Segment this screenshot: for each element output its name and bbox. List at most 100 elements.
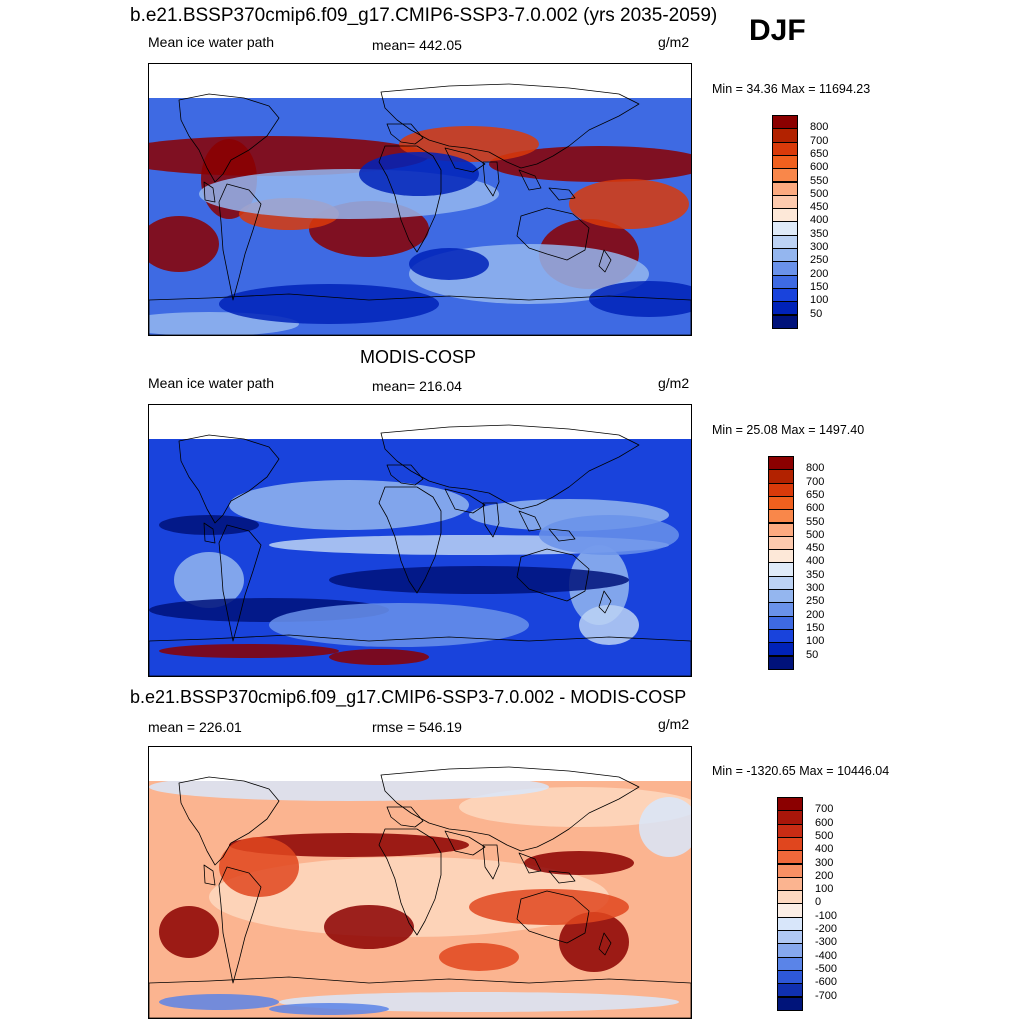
colorbar-swatch	[768, 602, 794, 617]
panel3-minmax-label: Min = -1320.65 Max = 10446.04	[712, 764, 890, 778]
colorbar-swatch	[768, 456, 794, 471]
colorbar-swatch	[768, 469, 794, 484]
colorbar-swatch	[772, 154, 798, 170]
colorbar-swatch	[768, 509, 794, 524]
colorbar-tick-label: 300	[815, 856, 834, 869]
colorbar-tick-label: 400	[815, 843, 834, 856]
colorbar-tick-label: 200	[810, 267, 829, 280]
colorbar-swatch	[768, 615, 794, 630]
colorbar-swatch	[777, 863, 803, 878]
colorbar-tick-label: 500	[806, 528, 825, 541]
colorbar-tick-label: 600	[815, 816, 834, 829]
colorbar-tick-label: -600	[815, 976, 838, 989]
colorbar-swatch	[772, 287, 798, 303]
colorbar-tick-label: -100	[815, 909, 838, 922]
colorbar-tick-label: 350	[810, 227, 829, 240]
colorbar-swatch	[772, 248, 798, 263]
panel2-minmax-label: Min = 25.08 Max = 1497.40	[712, 423, 865, 437]
colorbar-swatch	[777, 930, 803, 945]
colorbar-tick-label: -500	[815, 962, 838, 975]
colorbar-swatch	[772, 274, 798, 289]
colorbar-tick-label: 250	[810, 254, 829, 267]
colorbar-tick-label: 400	[806, 555, 825, 568]
colorbar-tick-label: 500	[815, 829, 834, 842]
panel2-mean-label: mean= 216.04	[372, 378, 462, 394]
colorbar-tick-label: 150	[806, 621, 825, 634]
panel3-rmse-label: rmse = 546.19	[372, 719, 462, 735]
colorbar-tick-label: 550	[806, 515, 825, 528]
colorbar-swatch	[777, 956, 803, 971]
colorbar-swatch	[768, 522, 794, 537]
panel1-units-label: g/m2	[658, 34, 690, 50]
colorbar-tick-label: 400	[810, 214, 829, 227]
colorbar-swatch	[772, 314, 798, 329]
colorbar-swatch	[768, 535, 794, 551]
colorbar-swatch	[768, 575, 794, 590]
colorbar-swatch	[768, 549, 794, 564]
colorbar-swatch	[777, 823, 803, 838]
colorbar-swatch	[777, 797, 803, 812]
colorbar-swatch	[777, 903, 803, 918]
colorbar-tick-label: 300	[810, 241, 829, 253]
colorbar-tick-label: 0	[815, 896, 822, 909]
colorbar-tick-label: 800	[806, 462, 825, 475]
panel1-minmax-label: Min = 34.36 Max = 11694.23	[712, 82, 871, 96]
colorbar-swatch	[777, 943, 803, 958]
colorbar-tick-label: 600	[806, 502, 825, 515]
panel3-title: b.e21.BSSP370cmip6.f09_g17.CMIP6-SSP3-7.…	[130, 687, 687, 707]
colorbar-swatch	[768, 628, 794, 644]
colorbar-tick-label: 100	[810, 294, 829, 307]
colorbar-swatch	[768, 642, 794, 657]
colorbar-swatch	[777, 876, 803, 892]
colorbar-swatch	[768, 655, 794, 670]
colorbar-tick-label: 600	[810, 161, 829, 174]
panel2-title: MODIS-COSP	[360, 347, 477, 367]
colorbar-tick-label: 700	[815, 803, 834, 816]
colorbar-swatch	[768, 562, 794, 577]
colorbar-tick-label: 100	[815, 883, 834, 896]
colorbar-tick-label: 150	[810, 280, 829, 293]
panel3-mean-label: mean = 226.01	[148, 719, 242, 735]
colorbar-tick-label: 300	[806, 582, 825, 594]
colorbar-swatch	[777, 983, 803, 998]
colorbar-tick-label: 50	[810, 307, 823, 320]
colorbar-swatch	[777, 810, 803, 825]
panel1-map	[148, 63, 692, 336]
colorbar-swatch	[772, 194, 798, 210]
colorbar-swatch	[772, 128, 798, 143]
colorbar-swatch	[772, 234, 798, 249]
colorbar-tick-label: -200	[815, 923, 838, 935]
colorbar-tick-label: 100	[806, 635, 825, 648]
season-label: DJF	[749, 14, 806, 47]
colorbar-tick-label: 800	[810, 121, 829, 134]
colorbar-tick-label: 350	[806, 568, 825, 581]
colorbar-swatch	[772, 115, 798, 130]
colorbar-swatch	[772, 181, 798, 196]
colorbar-swatch	[772, 261, 798, 276]
colorbar-swatch	[768, 495, 794, 511]
colorbar-tick-label: 250	[806, 595, 825, 608]
colorbar-swatch	[777, 969, 803, 985]
colorbar-swatch	[777, 996, 803, 1011]
panel3-units-label: g/m2	[658, 716, 690, 732]
colorbar-swatch	[768, 482, 794, 497]
colorbar-swatch	[768, 589, 794, 604]
colorbar-tick-label: 200	[815, 869, 834, 882]
colorbar-swatch	[772, 208, 798, 223]
colorbar-swatch	[772, 168, 798, 183]
colorbar-tick-label: 550	[810, 174, 829, 187]
panel3-map	[148, 746, 692, 1019]
colorbar-swatch	[777, 916, 803, 931]
panel1-mean-label: mean= 442.05	[372, 37, 462, 53]
figure-title: b.e21.BSSP370cmip6.f09_g17.CMIP6-SSP3-7.…	[130, 5, 718, 26]
colorbar-tick-label: 450	[810, 201, 829, 214]
colorbar-tick-label: 450	[806, 542, 825, 555]
colorbar-swatch	[777, 850, 803, 865]
colorbar-tick-label: 650	[810, 147, 829, 160]
colorbar-tick-label: -400	[815, 949, 838, 962]
colorbar-swatch	[772, 141, 798, 156]
colorbar-tick-label: 700	[810, 134, 829, 147]
panel2-map	[148, 404, 692, 677]
colorbar-tick-label: -300	[815, 936, 838, 949]
colorbar-swatch	[772, 301, 798, 316]
